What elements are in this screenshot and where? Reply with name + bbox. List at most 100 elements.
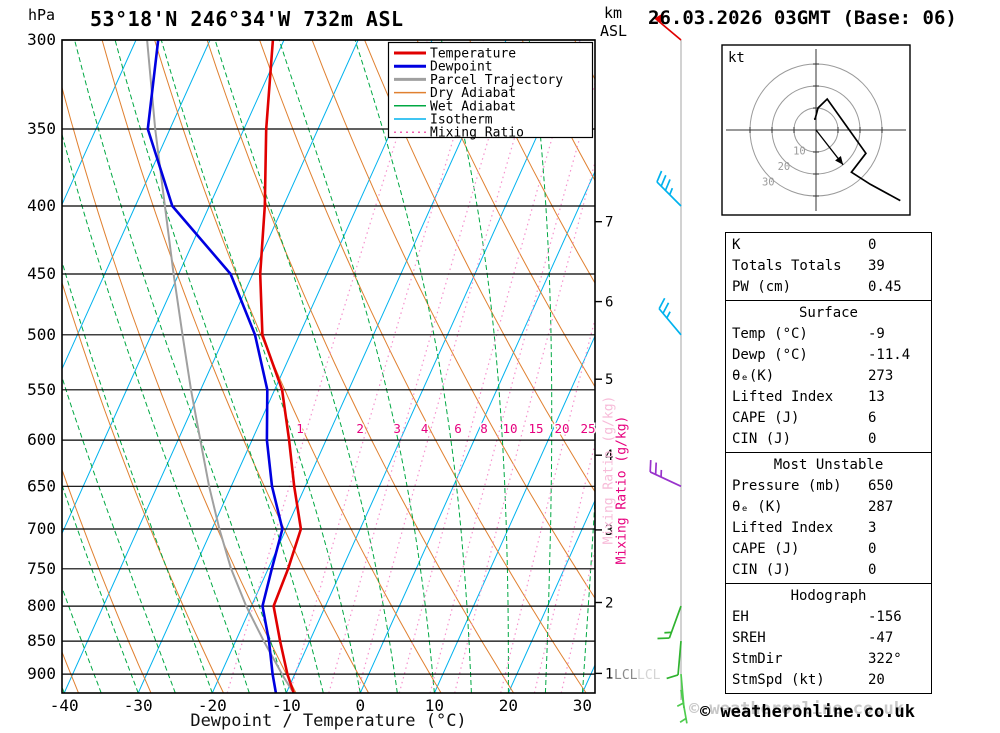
stats-value: -156 xyxy=(868,609,902,625)
stats-label: Totals Totals xyxy=(732,258,842,274)
km-axis-unit-km: km xyxy=(604,4,623,22)
stats-value: 0.45 xyxy=(868,279,902,295)
mixing-ratio-lines xyxy=(226,40,595,693)
stats-value: 287 xyxy=(868,499,894,515)
svg-text:-20: -20 xyxy=(198,696,227,715)
stats-row: Temp (°C) -9 xyxy=(726,324,931,345)
stats-value: 39 xyxy=(868,258,885,274)
stats-section: Most Unstable Pressure (mb) 650 θₑ (K) 287 Li… xyxy=(726,452,931,583)
svg-text:450: 450 xyxy=(27,264,56,283)
svg-text:800: 800 xyxy=(27,596,56,615)
svg-text:10: 10 xyxy=(502,421,517,436)
stats-value: 650 xyxy=(868,478,894,494)
stats-value: 13 xyxy=(868,389,885,405)
svg-text:15: 15 xyxy=(528,421,543,436)
stats-row: Lifted Index 13 xyxy=(726,387,931,408)
wind-barbs xyxy=(649,12,688,724)
stats-row: CAPE (J) 6 xyxy=(726,408,931,429)
stats-row: Dewp (°C) -11.4 xyxy=(726,345,931,366)
km-axis-ticks: 7 6 5 4 3 2 1 xyxy=(595,215,613,682)
svg-text:2: 2 xyxy=(605,596,613,612)
station-title: 53°18'N 246°34'W 732m ASL xyxy=(90,7,404,31)
datetime-title: 26.03.2026 03GMT (Base: 06) xyxy=(648,7,957,29)
stats-label: Pressure (mb) xyxy=(732,478,842,494)
stats-value: -47 xyxy=(868,630,894,646)
svg-text:20: 20 xyxy=(554,421,569,436)
wind-barb xyxy=(654,12,682,41)
plot-frame xyxy=(61,39,596,694)
stats-section-header: Surface xyxy=(798,305,858,321)
isotherm-lines xyxy=(62,40,595,693)
wind-barb xyxy=(658,297,682,336)
stats-value: 0 xyxy=(868,431,877,447)
wind-barb xyxy=(679,689,688,724)
stats-row: PW (cm) 0.45 xyxy=(726,277,931,298)
svg-text:350: 350 xyxy=(27,119,56,138)
svg-text:8: 8 xyxy=(480,421,488,436)
svg-text:550: 550 xyxy=(27,380,56,399)
svg-text:7: 7 xyxy=(605,215,613,231)
wind-barb xyxy=(649,460,682,488)
hodograph-trace xyxy=(813,97,901,202)
stats-label: Lifted Index xyxy=(732,389,834,405)
svg-text:3: 3 xyxy=(605,523,613,539)
dry-adiabat-lines xyxy=(62,40,595,693)
svg-text:4: 4 xyxy=(421,421,429,436)
stats-label: CIN (J) xyxy=(732,562,792,578)
svg-text:10: 10 xyxy=(425,696,444,715)
svg-text:25: 25 xyxy=(580,421,595,436)
stats-label: StmSpd (kt) xyxy=(732,672,825,688)
stats-section: K 0 Totals Totals 39 PW (cm) 0.45 xyxy=(726,233,931,300)
svg-text:30: 30 xyxy=(573,696,592,715)
pressure-tick-labels: 300 350 400 450 500 550 600 650 700 750 800 850 900 xyxy=(27,30,56,683)
x-axis-title: Dewpoint / Temperature (°C) xyxy=(190,711,467,731)
svg-text:900: 900 xyxy=(27,664,56,683)
stats-value: -9 xyxy=(868,326,885,342)
legend-item-label: Dry Adiabat xyxy=(430,86,516,101)
stats-label: Lifted Index xyxy=(732,520,834,536)
lcl-label-echo: LCL xyxy=(637,668,661,683)
svg-text:650: 650 xyxy=(27,476,56,495)
stats-table: K 0 Totals Totals 39 PW (cm) 0.45 Surface Temp … xyxy=(725,232,932,694)
legend-item-label: Parcel Trajectory xyxy=(430,73,563,88)
svg-text:-10: -10 xyxy=(272,696,301,715)
hodograph-unit-label: kt xyxy=(728,50,745,66)
svg-text:700: 700 xyxy=(27,519,56,538)
svg-text:3: 3 xyxy=(393,421,401,436)
legend-item-label: Mixing Ratio xyxy=(430,126,524,141)
stats-label: PW (cm) xyxy=(732,279,792,295)
legend-item-label: Dewpoint xyxy=(430,60,493,75)
stats-row: CIN (J) 0 xyxy=(726,429,931,450)
stats-value: 6 xyxy=(868,410,877,426)
stats-row: SREH -47 xyxy=(726,628,931,649)
stats-label: Dewp (°C) xyxy=(732,347,808,363)
stats-value: 0 xyxy=(868,541,877,557)
stats-section-header: Most Unstable xyxy=(773,457,884,473)
mixing-ratio-value-labels: 25 20 15 10 8 6 4 3 2 1 xyxy=(295,420,597,438)
wind-barb xyxy=(666,641,682,680)
hodograph-ring-label: 30 xyxy=(762,177,775,189)
stats-row: Totals Totals 39 xyxy=(726,256,931,277)
legend-item-label: Isotherm xyxy=(430,113,493,128)
svg-text:2: 2 xyxy=(356,421,364,436)
svg-text:6: 6 xyxy=(454,421,462,436)
watermark-echo: © weatheronline.co.uk xyxy=(689,699,904,719)
svg-text:600: 600 xyxy=(27,430,56,449)
svg-text:-40: -40 xyxy=(50,696,79,715)
stats-value: 3 xyxy=(868,520,877,536)
stats-row: θₑ(K) 273 xyxy=(726,366,931,387)
svg-text:4: 4 xyxy=(605,448,613,464)
stats-label: EH xyxy=(732,609,749,625)
svg-text:500: 500 xyxy=(27,325,56,344)
stats-label: StmDir xyxy=(732,651,783,667)
stats-row: CIN (J) 0 xyxy=(726,560,931,581)
lcl-label: LCL xyxy=(614,668,638,683)
stats-label: θₑ (K) xyxy=(732,499,783,515)
legend-item-label: Wet Adiabat xyxy=(430,99,516,114)
dewpoint-curve xyxy=(146,40,284,693)
hodograph-ring-label: 20 xyxy=(778,161,791,173)
svg-text:6: 6 xyxy=(605,295,613,311)
